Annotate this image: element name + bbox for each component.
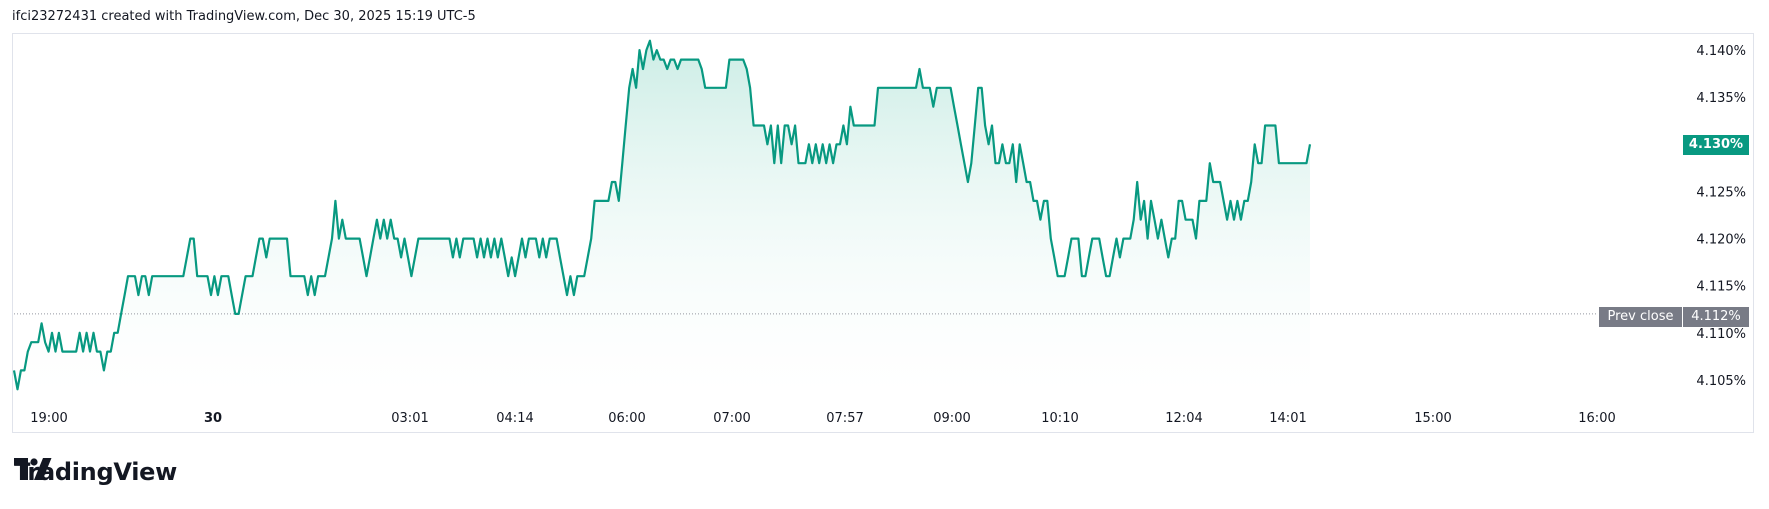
area-layer (14, 40, 1310, 394)
prev-close-label: Prev close (1599, 307, 1682, 327)
x-tick-label: 03:01 (391, 411, 428, 426)
tradingview-logo-icon (14, 458, 52, 480)
x-tick-label: 12:04 (1165, 411, 1202, 426)
y-tick-label: 4.110% (1696, 327, 1746, 342)
x-tick-label: 19:00 (30, 411, 67, 426)
x-tick-label: 07:57 (826, 411, 863, 426)
x-tick-label: 14:01 (1269, 411, 1306, 426)
series-line (12, 39, 1312, 391)
last-price-badge: 4.130% (1683, 135, 1749, 155)
y-tick-label: 4.125% (1696, 185, 1746, 200)
series-area-fill (14, 40, 1310, 394)
y-tick-label: 4.120% (1696, 233, 1746, 248)
x-tick-label: 30 (204, 411, 222, 426)
x-tick-label: 16:00 (1578, 411, 1615, 426)
y-tick-label: 4.135% (1696, 91, 1746, 106)
x-tick-label: 06:00 (608, 411, 645, 426)
y-tick-label: 4.140% (1696, 44, 1746, 59)
x-tick-label: 09:00 (933, 411, 970, 426)
line-layer (12, 39, 1312, 391)
y-tick-label: 4.105% (1696, 374, 1746, 389)
chart-attribution: ifci23272431 created with TradingView.co… (12, 9, 476, 24)
x-tick-label: 07:00 (713, 411, 750, 426)
chart-frame (12, 33, 1754, 433)
x-tick-label: 15:00 (1414, 411, 1451, 426)
y-tick-label: 4.115% (1696, 280, 1746, 295)
x-tick-label: 04:14 (496, 411, 533, 426)
prev-close-value-badge: 4.112% (1683, 307, 1749, 327)
x-axis: 19:00 30 03:01 04:14 06:00 07:00 07:57 09:00 10:… (30, 411, 1615, 426)
tradingview-brand[interactable]: TradingView (14, 458, 177, 486)
y-axis: 4.140%4.135%4.130%4.125%4.120%4.115%4.11… (1696, 44, 1746, 389)
x-tick-label: 10:10 (1041, 411, 1078, 426)
